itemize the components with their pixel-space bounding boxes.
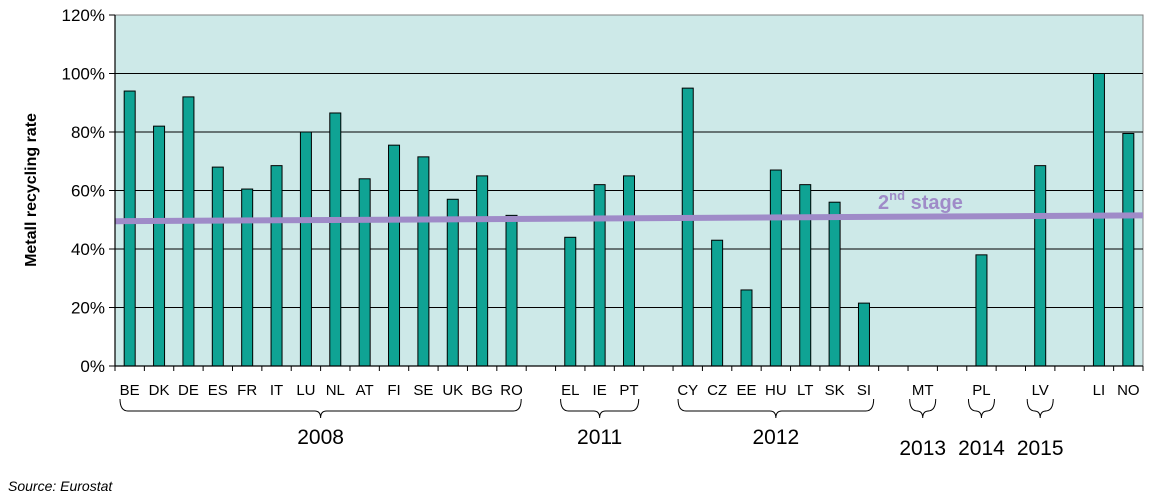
y-tick-label: 80% — [71, 123, 105, 142]
bar-si — [857, 302, 870, 367]
bar-nl — [329, 112, 342, 367]
category-label-no: NO — [1117, 382, 1140, 399]
category-label-it: IT — [270, 382, 283, 399]
bar-ro — [505, 214, 518, 367]
bar-ie — [593, 184, 606, 367]
bar-cz — [711, 239, 724, 367]
y-tick-label: 0% — [80, 357, 105, 376]
group-label-2015: 2015 — [1017, 437, 1064, 460]
group-brace-2015 — [1026, 398, 1054, 419]
category-label-el: EL — [561, 382, 579, 399]
category-label-de: DE — [178, 382, 199, 399]
bar-it — [270, 165, 283, 367]
bar-es — [211, 166, 224, 367]
bar-pt — [623, 175, 635, 367]
category-label-at: AT — [356, 382, 374, 399]
bar-de — [182, 96, 195, 367]
category-label-dk: DK — [149, 382, 170, 399]
category-label-mt: MT — [912, 382, 934, 399]
bar-lv — [1034, 165, 1047, 367]
bar-el — [564, 236, 577, 367]
target-line-label: 2nd stage — [878, 188, 963, 214]
source-note: Source: Eurostat — [8, 478, 113, 494]
y-tick-label: 20% — [71, 299, 105, 318]
category-label-pl: PL — [972, 382, 990, 399]
group-brace-2008 — [119, 398, 522, 419]
category-label-nl: NL — [326, 382, 345, 399]
category-label-lt: LT — [797, 382, 813, 399]
category-label-fr: FR — [237, 382, 257, 399]
category-label-uk: UK — [442, 382, 463, 399]
bar-fi — [388, 144, 401, 367]
category-label-be: BE — [120, 382, 140, 399]
bar-lu — [299, 131, 312, 367]
bar-no — [1122, 132, 1135, 367]
category-label-sk: SK — [825, 382, 845, 399]
category-label-ro: RO — [500, 382, 523, 399]
category-label-lu: LU — [296, 382, 315, 399]
y-tick-label: 120% — [62, 6, 105, 25]
category-label-se: SE — [413, 382, 433, 399]
category-label-fi: FI — [387, 382, 400, 399]
group-label-2008: 2008 — [297, 426, 344, 449]
category-label-si: SI — [857, 382, 871, 399]
y-axis-label: Metall recycling rate — [23, 113, 40, 267]
group-label-2012: 2012 — [752, 426, 799, 449]
group-brace-2012 — [677, 398, 875, 419]
category-label-bg: BG — [471, 382, 493, 399]
bar-sk — [828, 201, 841, 367]
category-label-cy: CY — [677, 382, 698, 399]
group-label-2014: 2014 — [958, 437, 1005, 460]
category-label-ie: IE — [593, 382, 607, 399]
category-label-cz: CZ — [707, 382, 727, 399]
group-brace-2014 — [967, 398, 995, 419]
category-label-pt: PT — [619, 382, 638, 399]
y-tick-label: 60% — [71, 182, 105, 201]
group-label-2011: 2011 — [577, 426, 622, 449]
y-tick-label: 40% — [71, 240, 105, 259]
bar-lt — [799, 184, 812, 367]
bar-hu — [769, 169, 782, 367]
bar-cy — [681, 87, 694, 367]
bar-li — [1092, 73, 1105, 367]
bar-ee — [740, 289, 753, 367]
bar-at — [358, 178, 371, 367]
category-label-lv: LV — [1032, 382, 1049, 399]
group-label-2013: 2013 — [899, 437, 946, 460]
bar-dk — [153, 125, 166, 367]
target-line — [114, 212, 1144, 225]
bar-bg — [476, 175, 489, 367]
bar-fr — [241, 188, 254, 367]
category-label-li: LI — [1093, 382, 1106, 399]
group-brace-2013 — [909, 398, 937, 419]
bar-be — [123, 90, 136, 367]
category-label-hu: HU — [765, 382, 787, 399]
category-label-es: ES — [208, 382, 228, 399]
y-tick-label: 100% — [62, 65, 105, 84]
bar-se — [417, 156, 430, 367]
group-brace-2011 — [560, 398, 640, 419]
category-label-ee: EE — [736, 382, 756, 399]
bar-uk — [446, 198, 459, 367]
bar-pl — [975, 254, 988, 367]
